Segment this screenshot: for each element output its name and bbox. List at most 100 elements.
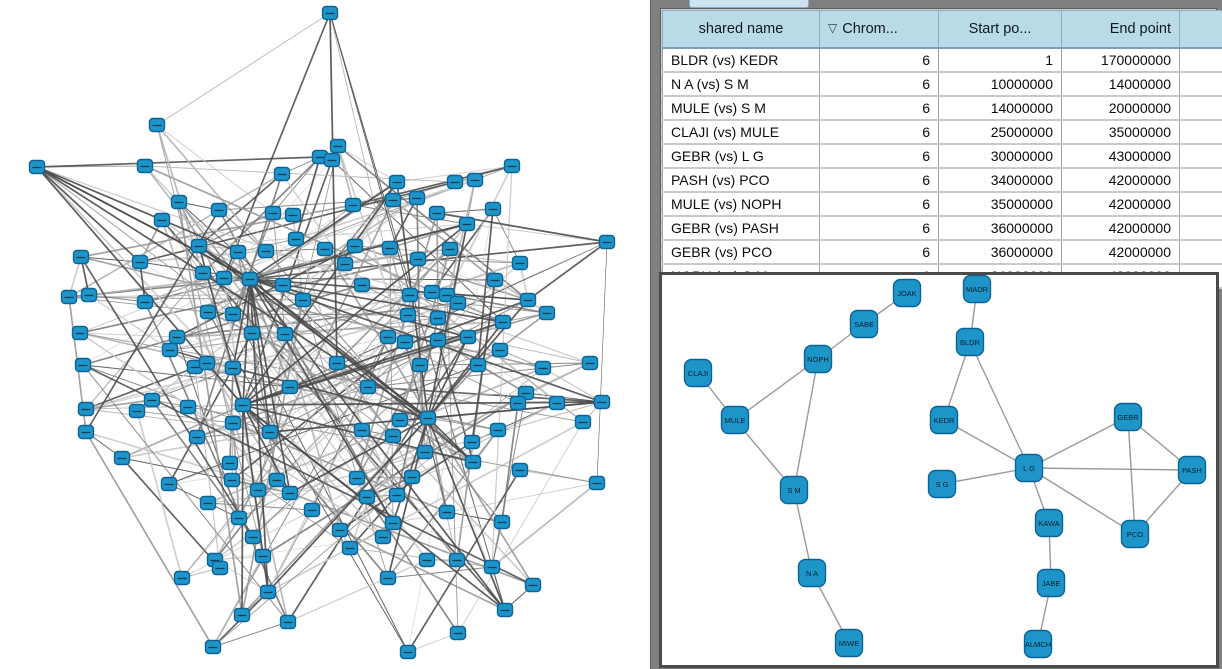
network-edge (262, 392, 527, 557)
network-edge (249, 278, 291, 494)
table-row[interactable]: MULE (vs) NOPH6350000004200000010.5 (662, 192, 1222, 217)
network-edge (194, 366, 221, 569)
main-network-canvas[interactable] (0, 0, 650, 669)
table-cell: 6 (819, 120, 939, 145)
network-edge (156, 124, 244, 406)
network-node-pash[interactable] (1177, 455, 1207, 485)
network-node-s-m[interactable] (779, 475, 809, 505)
network-node-jabe[interactable] (1036, 568, 1066, 598)
table-cell: 10.5 (1179, 192, 1222, 217)
network-edge (1028, 416, 1129, 469)
detail-network-canvas[interactable]: JOAK SABE NOPH CLAJI MULE S M N A MIWE MADR BLDR K… (662, 275, 1216, 665)
node-label: JOAK (897, 289, 917, 298)
network-node-sabe[interactable] (849, 309, 879, 339)
table-cell: 6 (819, 168, 939, 193)
network-edge (249, 278, 271, 433)
node-label: PASH (1182, 466, 1202, 475)
network-edge (477, 312, 548, 366)
table-row[interactable]: GEBR (vs) PCO636000000420000008.4 (662, 240, 1222, 265)
network-edge (85, 431, 214, 648)
table-cell: PASH (vs) PCO (662, 168, 820, 193)
network-edge (367, 362, 591, 388)
network-node-madr[interactable] (962, 275, 992, 304)
network-node-kawa[interactable] (1034, 508, 1064, 538)
network-edge (734, 358, 819, 421)
network-node-claji[interactable] (683, 358, 713, 388)
network-edge (249, 278, 429, 419)
column-header-chrom---[interactable]: ▽ Chrom... (819, 10, 939, 49)
network-edge (527, 241, 608, 301)
network-edge (284, 333, 341, 531)
table-cell: 25000000 (938, 120, 1062, 145)
table-tab-fragment[interactable] (689, 0, 809, 8)
edge-attribute-table: shared name ▽ Chrom... Start po... End point… (662, 10, 1222, 289)
network-node-joak[interactable] (892, 278, 922, 308)
network-node-n-a[interactable] (797, 558, 827, 588)
node-label: ALMCH (1025, 640, 1051, 649)
network-edge (457, 421, 584, 634)
table-cell: GEBR (vs) PCO (662, 240, 820, 265)
network-edge (121, 241, 608, 459)
table-cell: 6 (819, 144, 939, 169)
network-edge (214, 349, 501, 561)
network-node-kedr[interactable] (929, 405, 959, 435)
table-row[interactable]: N A (vs) S M610000000140000006.6 (662, 72, 1222, 97)
table-row[interactable]: PASH (vs) PCO6340000004200000011.4 (662, 168, 1222, 193)
network-edge (85, 272, 204, 410)
network-edge (68, 173, 283, 298)
node-label: SABE (854, 320, 874, 329)
network-node-gebr[interactable] (1113, 402, 1143, 432)
network-edge (267, 417, 429, 593)
network-edge (242, 404, 506, 611)
table-cell: CLAJI (vs) MULE (662, 120, 820, 145)
network-edge (223, 12, 331, 279)
network-edge (396, 165, 513, 183)
node-label: BLDR (960, 338, 981, 347)
network-edge (136, 410, 183, 579)
network-edge (249, 278, 529, 301)
table-cell: 14000000 (1061, 72, 1180, 97)
network-edge (1127, 416, 1136, 535)
table-row[interactable]: GEBR (vs) PASH636000000420000008.9 (662, 216, 1222, 241)
table-row[interactable]: CLAJI (vs) MULE625000000350000005.9 (662, 120, 1222, 145)
network-edge (295, 156, 321, 240)
table-cell: 8.4 (1179, 240, 1222, 265)
column-header-end-point[interactable]: End point (1061, 10, 1180, 49)
filter-icon[interactable]: ▽ (828, 21, 838, 35)
network-node-miwe[interactable] (834, 628, 864, 658)
network-edge (276, 262, 521, 481)
network-edge (407, 632, 459, 653)
network-edge (272, 156, 321, 214)
network-node-almch[interactable] (1023, 629, 1053, 659)
network-node-pco[interactable] (1120, 519, 1150, 549)
column-header-genetic---[interactable]: Genetic... (1179, 10, 1222, 49)
network-node-s-g[interactable] (927, 469, 957, 499)
network-node-l-g[interactable] (1014, 453, 1044, 483)
column-header-start-po---[interactable]: Start po... (938, 10, 1062, 49)
network-edge (943, 419, 1030, 469)
network-node-mule[interactable] (720, 405, 750, 435)
table-cell: 35000000 (938, 192, 1062, 217)
network-edge (85, 362, 208, 410)
table-cell: 30000000 (938, 144, 1062, 169)
table-row[interactable]: BLDR (vs) KEDR61170000000192.0 (662, 48, 1222, 73)
column-header-shared-name[interactable]: shared name (662, 10, 820, 49)
network-edge (337, 145, 406, 343)
network-node-bldr[interactable] (955, 327, 985, 357)
table-cell: GEBR (vs) PASH (662, 216, 820, 241)
table-cell: 1 (938, 48, 1062, 73)
table-row[interactable]: GEBR (vs) L G6300000004300000016.9 (662, 144, 1222, 169)
network-edge (267, 314, 409, 593)
table-cell: 170000000 (1061, 48, 1180, 73)
table-cell: MULE (vs) NOPH (662, 192, 820, 217)
network-edge (88, 294, 171, 351)
table-row[interactable]: MULE (vs) S M614000000200000007.5 (662, 96, 1222, 121)
network-node-noph[interactable] (803, 344, 833, 374)
table-cell: 5.9 (1179, 120, 1222, 145)
network-edge (169, 317, 439, 351)
network-edge (121, 457, 221, 569)
table-cell: 20000000 (1061, 96, 1180, 121)
network-edge (387, 429, 499, 579)
network-edge (85, 302, 459, 410)
